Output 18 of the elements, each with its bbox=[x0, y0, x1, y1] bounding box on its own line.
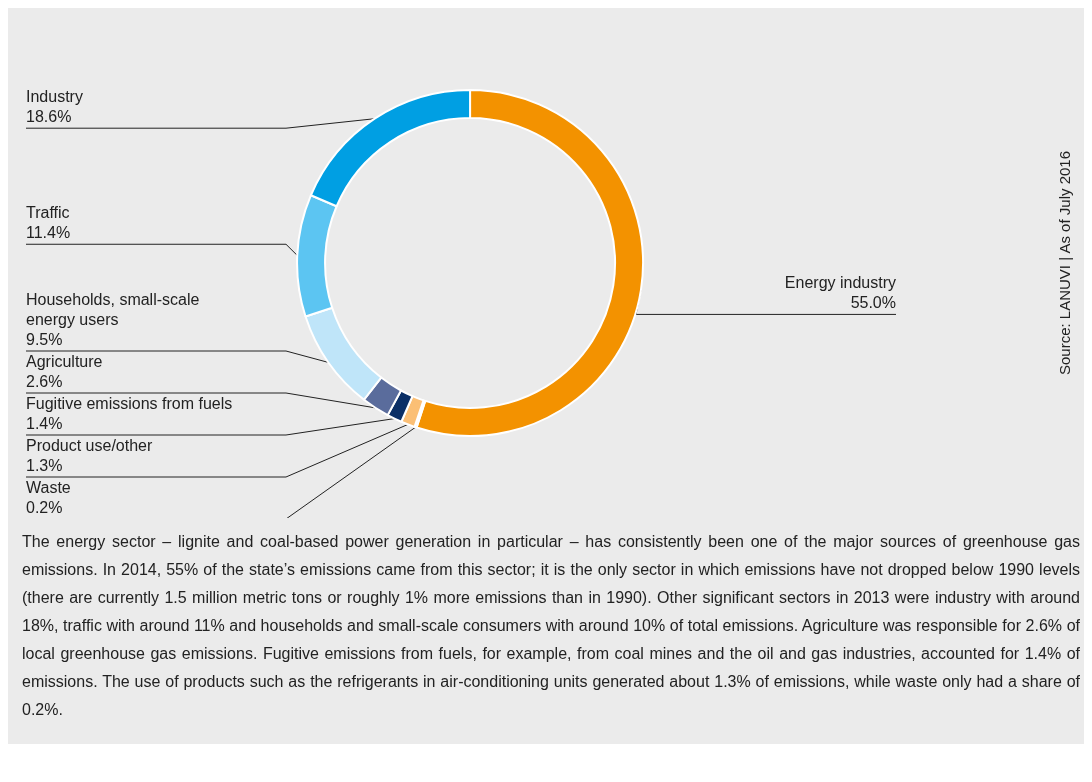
slice-label: Traffic bbox=[26, 203, 70, 221]
text: The energy sector – lignite and coal-based power generation in particular – has consistently been one of the major sources of greenhouse gas emissions. In 2014, 55% of the state’s emissions came from this sector; it is the only sector in which emissions have not dropped below 1990 levels (there are currently 1.5 million metric tons or roughly 1% more emissions than in 1990). Other significant sectors in 2013 were industry with around 18%, traffic with around 11% and households and small-scale consumers with around 10% of total emissions. Agriculture was responsible for 2.6% of local greenhouse gas emissions. Fugitive emissions from fuels, for example, from coal mines and the oil and gas industries, accounted for 1.4% of emissions. The use of products such as the refrigerants in air-conditioning units generated about 1.3% of emissions, while waste only had a share of 0.2%. bbox=[21, 532, 1081, 720]
data-label: 2.6% bbox=[26, 372, 63, 390]
slice-label: Agriculture bbox=[26, 352, 103, 370]
data-label: 18.6% bbox=[26, 107, 72, 125]
data-label: 1.3% bbox=[26, 456, 63, 474]
slice-label: Energy industry bbox=[784, 273, 896, 291]
slice-label: Product use/other bbox=[26, 436, 153, 454]
slice-label: Households, small-scale energy users bbox=[26, 290, 204, 328]
data-label: 0.2% bbox=[26, 498, 63, 516]
slice-label: Waste bbox=[26, 478, 71, 496]
slice-label: Industry bbox=[26, 87, 83, 105]
data-label: 1.4% bbox=[26, 414, 63, 432]
data-label: 55.0% bbox=[850, 293, 896, 311]
data-label: 9.5% bbox=[26, 330, 63, 348]
source-note: Source: LANUVI | As of July 2016 bbox=[1055, 150, 1073, 376]
slice-label: Fugitive emissions from fuels bbox=[26, 394, 233, 412]
data-label: 11.4% bbox=[26, 223, 71, 241]
